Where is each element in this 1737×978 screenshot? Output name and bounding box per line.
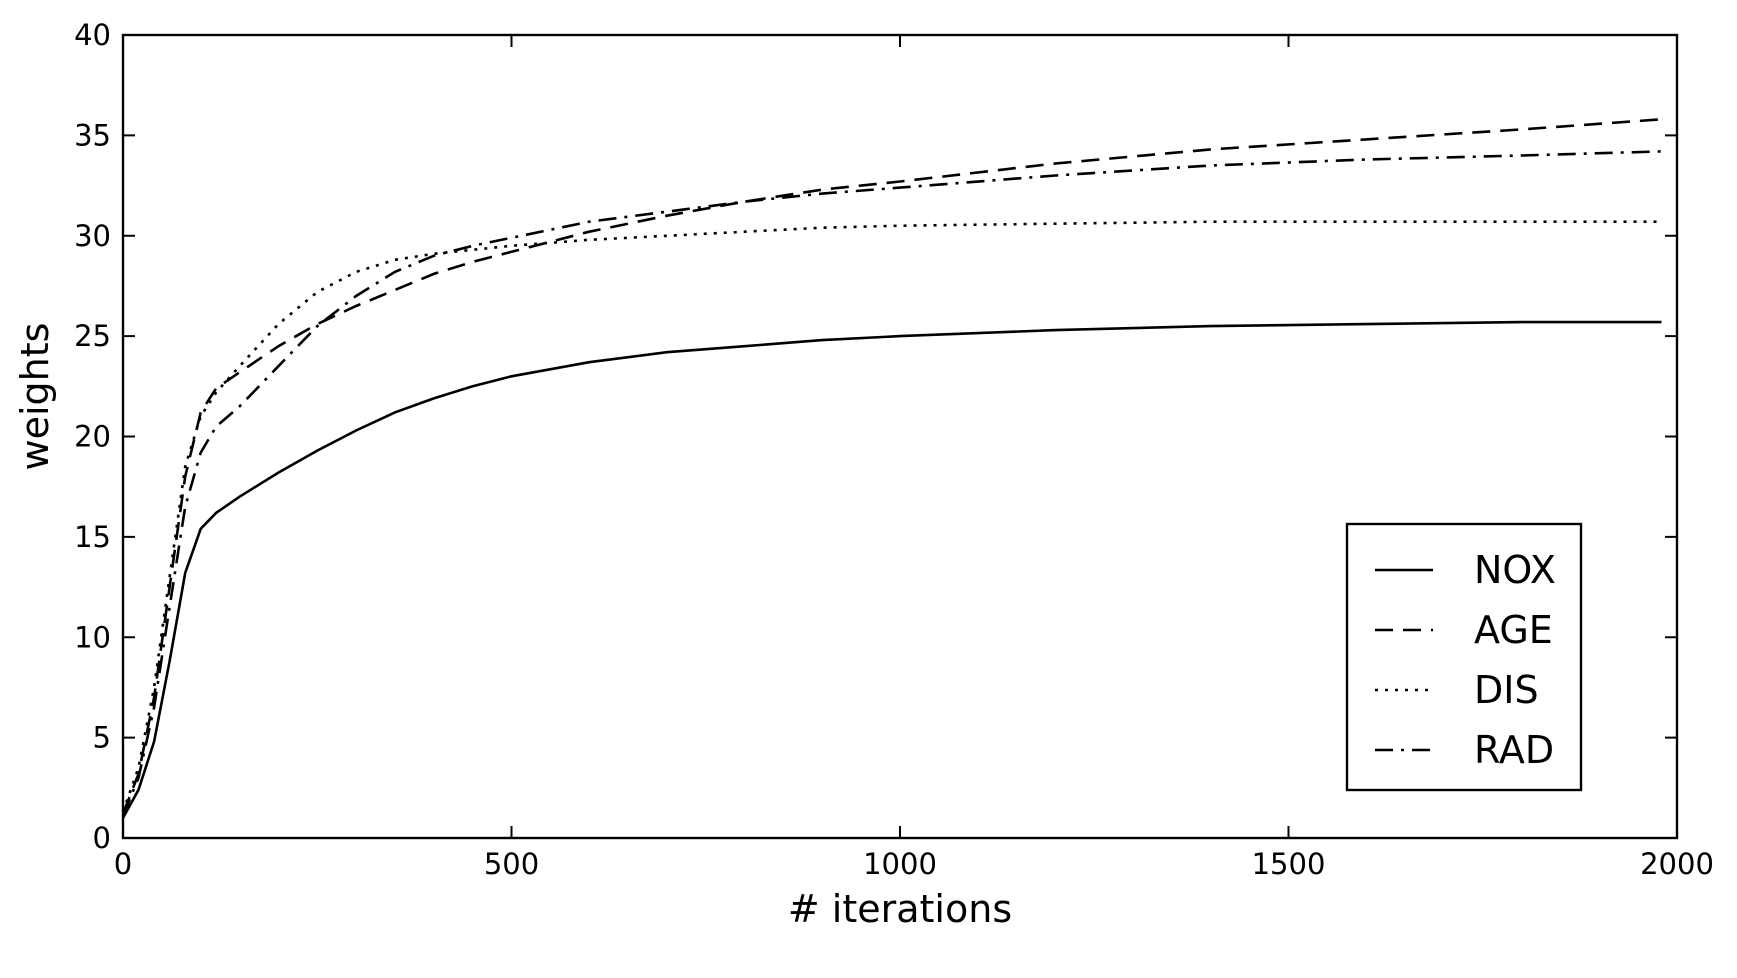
- legend: NOX AGE DIS RAD: [1345, 522, 1583, 792]
- ticks-layer: 0 500 1000 1500 2000 0 5 10 15 20 25 30 35 40: [74, 18, 1714, 881]
- legend-label-dis: DIS: [1474, 668, 1539, 712]
- series-line-nox: [123, 320, 1662, 819]
- x-tick-label: 2000: [1640, 847, 1714, 881]
- legend-label-age: AGE: [1474, 608, 1553, 652]
- y-axis-title: weights: [13, 323, 57, 471]
- y-tick-label: 35: [74, 118, 111, 152]
- series-line-dis: [123, 220, 1662, 813]
- x-tick-label: 1000: [863, 847, 937, 881]
- x-axis-title: # iterations: [788, 887, 1012, 931]
- y-tick-label: 30: [74, 219, 111, 253]
- x-tick-label: 1500: [1252, 847, 1326, 881]
- y-tick-label: 5: [93, 721, 111, 755]
- y-tick-label: 10: [74, 620, 111, 654]
- legend-label-nox: NOX: [1474, 548, 1556, 592]
- y-tick-label: 40: [74, 18, 111, 52]
- y-tick-label: 25: [74, 319, 111, 353]
- y-tick-label: 0: [93, 821, 111, 855]
- series-layer: [123, 118, 1662, 819]
- series-line-age: [123, 118, 1662, 815]
- legend-box: [1345, 522, 1583, 792]
- series-line-rad: [123, 150, 1662, 817]
- x-tick-label: 500: [484, 847, 539, 881]
- y-tick-label: 20: [74, 420, 111, 454]
- legend-label-rad: RAD: [1474, 728, 1554, 772]
- x-tick-label: 0: [114, 847, 132, 881]
- y-tick-label: 15: [74, 520, 111, 554]
